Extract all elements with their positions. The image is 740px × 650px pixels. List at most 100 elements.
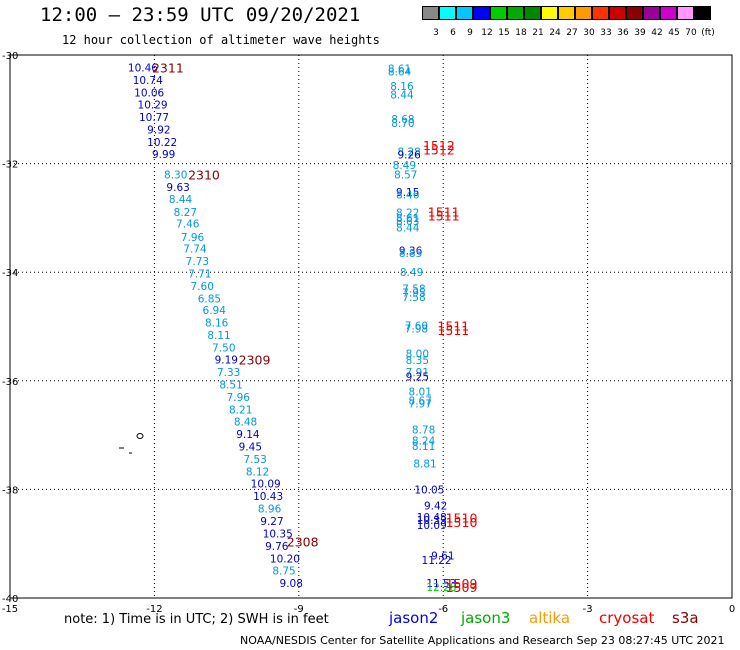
color-swatch (558, 6, 575, 20)
wave-height-value: 8.11 (412, 441, 435, 453)
y-axis-labels: -30 -32 -34 -36 -38 -40 (2, 51, 18, 605)
color-swatch (592, 6, 609, 20)
wave-height-value: 8.44 (390, 90, 414, 102)
wave-height-value: 10.74 (133, 75, 163, 87)
wave-height-value: 7.96 (227, 392, 251, 404)
wave-height-value: 8.46 (396, 190, 420, 202)
wave-height-value: 8.16 (390, 81, 414, 93)
x-tick-label: -3 (583, 604, 593, 615)
wave-height-value: 8.12 (246, 466, 269, 478)
color-swatch (541, 6, 558, 20)
color-swatch (609, 6, 626, 20)
wave-height-value: 7.33 (217, 367, 240, 379)
y-tick-label: -36 (2, 377, 18, 388)
wave-height-value: 9.14 (236, 429, 260, 441)
pass-time-label: 1511 (437, 323, 469, 338)
wave-height-value: 9.92 (147, 124, 170, 136)
color-scale-label: (ft) (701, 28, 715, 38)
x-tick-label: -15 (2, 604, 18, 615)
wave-height-value: 8.30 (164, 169, 187, 181)
x-tick-label: -6 (438, 604, 448, 615)
pass-time-label: 2310 (188, 167, 220, 182)
wave-height-value: 8.75 (272, 565, 295, 577)
wave-height-value: 8.61 (388, 64, 411, 76)
wave-height-value: 7.74 (183, 243, 207, 255)
pass-time-label: 1510 (446, 511, 478, 526)
color-swatch (524, 6, 541, 20)
y-tick-label: -34 (2, 268, 18, 279)
wave-height-value: 9.26 (397, 149, 421, 161)
wave-height-value: 7.46 (176, 218, 200, 230)
wave-height-value: 8.81 (413, 458, 436, 470)
wave-height-value: 8.44 (396, 223, 420, 235)
wave-height-value: 10.06 (134, 87, 164, 99)
y-tick-label: -30 (2, 51, 18, 62)
color-scale-label: 18 (515, 28, 527, 38)
color-scale-label: 30 (583, 28, 595, 38)
y-tick-label: -32 (2, 160, 18, 171)
legend-cryosat: cryosat (599, 609, 655, 627)
wave-height-value: 10.20 (270, 553, 300, 565)
wave-height-value: 7.50 (212, 343, 235, 355)
wave-height-value: 10.35 (263, 528, 293, 540)
legend-jason3: jason3 (461, 609, 511, 627)
pass-time-label: 2311 (152, 60, 184, 75)
wave-height-value: 9.45 (239, 442, 262, 454)
page-subtitle: 12 hour collection of altimeter wave hei… (62, 33, 380, 47)
color-swatch (507, 6, 524, 20)
pass-time-label: 2309 (239, 353, 271, 368)
wave-height-value: 8.57 (394, 169, 417, 181)
wave-height-value: 8.70 (391, 118, 414, 130)
map-grid (10, 55, 732, 598)
pass-time-label: 2308 (287, 535, 319, 550)
wave-height-value: 8.67 (409, 395, 432, 407)
wave-height-value: 8.22 (396, 207, 419, 219)
pass-time-label: 1510 (446, 515, 478, 530)
wave-height-value: 8.49 (400, 267, 423, 279)
wave-height-value: 8.96 (258, 503, 282, 515)
y-tick-label: -40 (2, 594, 18, 605)
legend-jason2: jason2 (389, 609, 439, 627)
color-swatch (677, 6, 694, 20)
color-scale-label: 12 (481, 28, 493, 38)
wave-height-value: 7.95 (402, 287, 425, 299)
wave-height-value: 10.46 (128, 62, 158, 74)
pass-time-label: 1511 (437, 318, 469, 333)
wave-height-value: 8.44 (169, 194, 193, 206)
page-title: 12:00 – 23:59 UTC 09/20/2021 (40, 4, 361, 26)
wave-height-value: 11.53 (426, 578, 456, 590)
wave-height-value: 10.33 (417, 515, 447, 527)
wave-height-value: 10.43 (253, 491, 283, 503)
pass-time-labels: 2311231023092308151215121511151115111511… (152, 60, 477, 595)
wave-height-value: 7.73 (186, 256, 209, 268)
color-scale-label: 45 (668, 28, 680, 38)
wave-height-value: 10.77 (139, 112, 169, 124)
color-swatch (575, 6, 592, 20)
pass-time-label: 1509 (446, 576, 478, 591)
map-frame (9, 54, 733, 599)
wave-height-value: 8.85 (399, 248, 422, 260)
wave-height-value: 8.16 (205, 318, 229, 330)
x-tick-label: 0 (729, 604, 735, 615)
x-axis-labels: -15 -12 -9 -6 -3 0 (2, 604, 735, 615)
wave-height-value: 7.60 (405, 320, 428, 332)
wave-height-value: 8.35 (406, 355, 429, 367)
color-swatch (643, 6, 660, 20)
wave-height-value: 9.27 (260, 516, 283, 528)
wave-height-value: 12.28 (426, 582, 456, 594)
color-swatch (694, 6, 711, 20)
color-swatch (490, 6, 507, 20)
wave-height-value: 7.53 (243, 454, 266, 466)
wave-height-value: 9.42 (424, 501, 447, 513)
wave-height-value: 7.58 (402, 292, 425, 304)
color-scale-label: 42 (651, 28, 663, 38)
wave-height-value: 8.64 (388, 66, 412, 78)
pass-time-label: 1512 (423, 142, 455, 157)
color-swatch (660, 6, 677, 20)
wave-height-value: 10.09 (251, 478, 281, 490)
wave-height-value: 9.25 (406, 371, 429, 383)
pass-time-label: 1511 (428, 209, 460, 224)
color-swatch (456, 6, 473, 20)
